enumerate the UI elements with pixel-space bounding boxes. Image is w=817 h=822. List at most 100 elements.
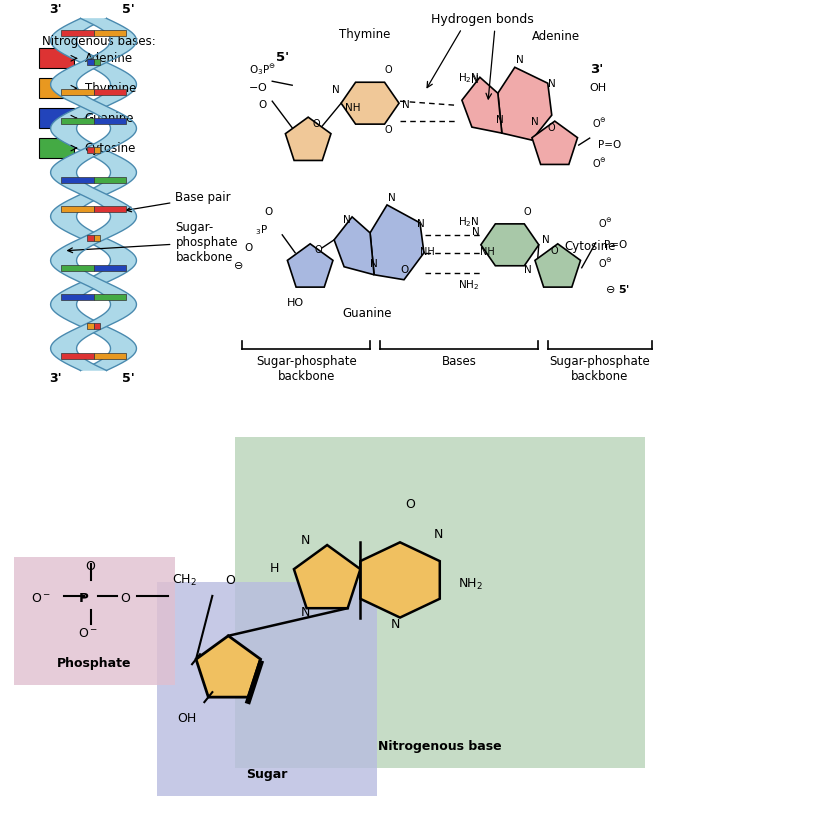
Bar	[87, 147, 93, 154]
Text: $\mathrm{H_2N}$: $\mathrm{H_2N}$	[458, 72, 480, 85]
Polygon shape	[288, 244, 333, 287]
Text: N: N	[547, 79, 556, 90]
Text: O: O	[551, 246, 559, 256]
FancyBboxPatch shape	[158, 582, 377, 797]
Bar	[61, 353, 93, 359]
Text: Nitrogenous base: Nitrogenous base	[378, 741, 502, 754]
Polygon shape	[498, 67, 551, 140]
Text: P=O: P=O	[604, 240, 627, 250]
Text: N: N	[370, 259, 378, 269]
Bar	[87, 235, 93, 242]
Text: N: N	[388, 193, 396, 203]
Bar	[61, 118, 93, 124]
FancyBboxPatch shape	[235, 437, 645, 769]
Text: O$^-$: O$^-$	[30, 592, 51, 605]
Text: NH: NH	[480, 247, 495, 256]
Text: NH: NH	[420, 247, 435, 256]
Text: O: O	[244, 242, 252, 253]
Text: 5': 5'	[122, 372, 135, 386]
Text: NH$_2$: NH$_2$	[458, 577, 483, 592]
Bar	[93, 59, 100, 66]
Text: N: N	[301, 534, 310, 547]
Bar	[93, 177, 126, 182]
Text: O: O	[524, 207, 532, 217]
Text: O$^{\ominus}$: O$^{\ominus}$	[592, 117, 606, 130]
Bar	[93, 265, 126, 270]
Text: N: N	[433, 528, 443, 541]
Polygon shape	[196, 635, 261, 697]
Text: N: N	[516, 55, 524, 65]
Bar	[61, 206, 93, 212]
FancyBboxPatch shape	[38, 109, 74, 128]
Text: Guanine: Guanine	[84, 112, 134, 125]
Text: NH: NH	[345, 104, 360, 113]
Polygon shape	[51, 18, 136, 371]
Polygon shape	[481, 224, 538, 266]
Text: O: O	[264, 207, 272, 217]
Polygon shape	[342, 82, 399, 124]
Text: O: O	[258, 100, 266, 110]
Text: Cytosine: Cytosine	[84, 141, 136, 155]
Polygon shape	[462, 77, 502, 133]
Text: O$^-$: O$^-$	[78, 627, 97, 640]
Text: N: N	[301, 606, 310, 619]
Bar	[93, 89, 126, 95]
Text: Thymine: Thymine	[84, 81, 136, 95]
Text: Guanine: Guanine	[342, 307, 392, 320]
Bar	[93, 118, 126, 124]
Text: O$_3$P$^{\ominus}$: O$_3$P$^{\ominus}$	[249, 62, 275, 77]
Text: N: N	[471, 76, 479, 85]
Text: Bases: Bases	[441, 354, 476, 367]
Text: Sugar-
phosphate
backbone: Sugar- phosphate backbone	[68, 221, 238, 264]
Text: 5': 5'	[122, 3, 135, 16]
Text: $\mathrm{H_2N}$: $\mathrm{H_2N}$	[458, 215, 480, 229]
Polygon shape	[334, 217, 374, 275]
Text: N: N	[542, 235, 550, 245]
Text: Sugar: Sugar	[247, 769, 288, 782]
Text: O: O	[120, 592, 131, 605]
Bar	[93, 294, 126, 300]
Text: $\ominus$ 5': $\ominus$ 5'	[605, 283, 630, 295]
Text: O: O	[225, 574, 235, 587]
Text: $_3$P: $_3$P	[255, 223, 268, 237]
Text: Thymine: Thymine	[339, 28, 391, 41]
Text: P=O: P=O	[598, 140, 621, 150]
Text: O$^{\ominus}$: O$^{\ominus}$	[598, 256, 613, 270]
Text: P: P	[78, 592, 88, 605]
Text: Cytosine: Cytosine	[565, 240, 616, 253]
Text: N: N	[333, 85, 340, 95]
Bar	[93, 324, 100, 330]
Text: O$^{\ominus}$: O$^{\ominus}$	[598, 217, 613, 230]
Text: HO: HO	[287, 298, 304, 307]
Bar	[61, 294, 93, 300]
Text: N: N	[524, 265, 532, 275]
Text: Sugar-phosphate
backbone: Sugar-phosphate backbone	[549, 354, 650, 382]
Polygon shape	[285, 118, 331, 160]
Text: O$^{\ominus}$: O$^{\ominus}$	[592, 157, 606, 170]
Text: O: O	[384, 65, 392, 76]
Text: O: O	[384, 125, 392, 135]
Text: Sugar-phosphate
backbone: Sugar-phosphate backbone	[256, 354, 356, 382]
Text: OH: OH	[590, 83, 607, 93]
Text: 3': 3'	[590, 63, 603, 76]
FancyBboxPatch shape	[14, 557, 176, 685]
Polygon shape	[535, 244, 581, 287]
Text: 3': 3'	[49, 3, 62, 16]
Text: OH: OH	[176, 712, 196, 724]
Bar	[93, 30, 126, 36]
Polygon shape	[370, 205, 424, 279]
Text: O: O	[548, 123, 556, 133]
Bar	[61, 265, 93, 270]
Text: CH$_2$: CH$_2$	[172, 573, 197, 588]
Text: Phosphate: Phosphate	[57, 657, 132, 670]
FancyBboxPatch shape	[38, 78, 74, 98]
Bar	[93, 206, 126, 212]
Text: Nitrogenous bases:: Nitrogenous bases:	[42, 35, 155, 48]
Text: N: N	[402, 100, 410, 110]
Text: O: O	[405, 498, 415, 511]
Text: N: N	[531, 117, 538, 127]
Text: O: O	[315, 245, 322, 255]
Bar	[93, 353, 126, 359]
Bar	[87, 324, 93, 330]
Text: H: H	[270, 562, 279, 575]
